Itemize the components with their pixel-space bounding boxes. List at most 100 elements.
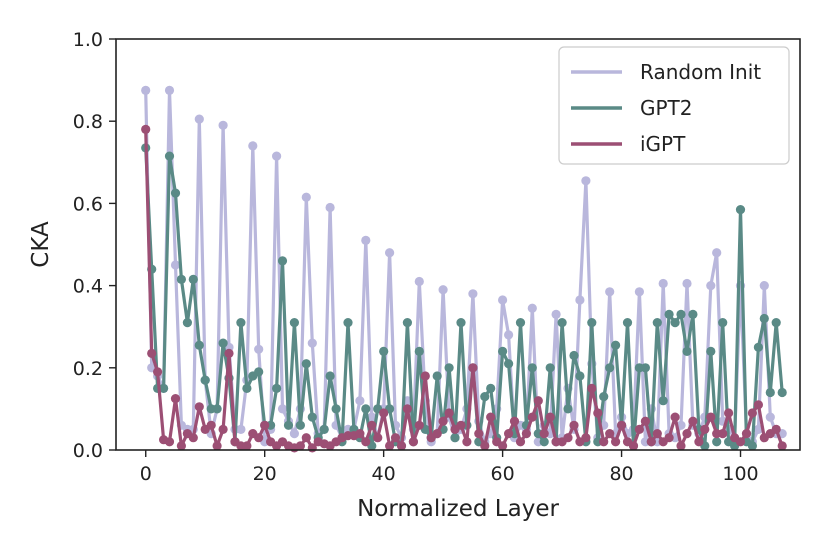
data-point bbox=[331, 404, 341, 414]
data-point bbox=[260, 420, 270, 430]
data-point bbox=[527, 303, 537, 313]
data-point bbox=[361, 437, 371, 447]
data-point bbox=[194, 340, 204, 350]
data-point bbox=[712, 248, 722, 258]
y-tick-label: 0.0 bbox=[73, 440, 103, 462]
data-point bbox=[539, 437, 549, 447]
data-point bbox=[557, 318, 567, 328]
data-point bbox=[664, 433, 674, 443]
data-point bbox=[301, 192, 311, 202]
x-tick-label: 100 bbox=[722, 463, 758, 485]
data-point bbox=[379, 408, 389, 418]
data-point bbox=[735, 437, 746, 447]
data-point bbox=[664, 309, 674, 319]
data-point bbox=[194, 402, 204, 412]
data-point bbox=[700, 424, 710, 434]
data-point bbox=[414, 420, 424, 430]
data-point bbox=[206, 420, 216, 430]
series-gpt2 bbox=[141, 143, 787, 451]
data-point bbox=[218, 338, 228, 348]
data-point bbox=[640, 363, 651, 373]
data-point bbox=[385, 441, 395, 451]
data-point bbox=[277, 404, 288, 414]
data-point bbox=[712, 437, 722, 447]
data-point bbox=[611, 437, 621, 447]
data-point bbox=[295, 420, 305, 430]
data-point bbox=[194, 114, 204, 124]
data-point bbox=[396, 441, 407, 451]
data-point bbox=[777, 441, 787, 451]
data-point bbox=[438, 285, 448, 295]
data-point bbox=[545, 412, 555, 422]
data-point bbox=[771, 424, 781, 434]
data-point bbox=[444, 408, 454, 418]
data-point bbox=[147, 348, 157, 358]
data-point bbox=[414, 276, 424, 287]
data-point bbox=[325, 371, 335, 381]
data-point bbox=[414, 346, 424, 356]
y-tick-label: 0.8 bbox=[73, 111, 103, 133]
data-point bbox=[307, 338, 317, 348]
data-point bbox=[402, 318, 412, 328]
data-point bbox=[254, 344, 264, 354]
data-point bbox=[474, 429, 484, 439]
data-point bbox=[153, 367, 163, 377]
data-point bbox=[212, 441, 222, 451]
data-point bbox=[599, 392, 609, 402]
data-point bbox=[605, 429, 615, 439]
data-point bbox=[498, 295, 508, 305]
data-point bbox=[301, 359, 311, 369]
data-point bbox=[753, 400, 764, 410]
data-point bbox=[361, 235, 371, 245]
data-point bbox=[390, 433, 401, 443]
data-point bbox=[581, 176, 591, 186]
data-point bbox=[218, 120, 228, 130]
data-point bbox=[170, 394, 181, 404]
data-point bbox=[456, 420, 466, 430]
data-point bbox=[515, 437, 526, 447]
data-point bbox=[652, 318, 662, 328]
legend: Random Init GPT2 iGPT bbox=[558, 46, 790, 165]
data-point bbox=[224, 348, 234, 358]
data-point bbox=[141, 85, 151, 95]
data-point bbox=[563, 433, 573, 443]
x-tick-label: 60 bbox=[491, 463, 515, 485]
data-point bbox=[634, 424, 645, 434]
x-axis-label: Normalized Layer bbox=[357, 496, 559, 522]
data-point bbox=[694, 437, 704, 447]
data-point bbox=[480, 441, 490, 451]
data-point bbox=[753, 342, 764, 352]
data-point bbox=[753, 424, 764, 434]
data-point bbox=[611, 340, 621, 350]
data-point bbox=[236, 424, 246, 434]
data-point bbox=[272, 151, 282, 161]
data-point bbox=[408, 437, 418, 447]
data-point bbox=[551, 309, 561, 319]
data-point bbox=[159, 383, 169, 393]
data-point bbox=[212, 404, 222, 414]
data-point bbox=[706, 346, 716, 356]
data-point bbox=[355, 429, 365, 439]
data-point bbox=[777, 387, 787, 398]
data-point bbox=[432, 429, 442, 439]
data-point bbox=[617, 420, 627, 430]
data-point bbox=[587, 318, 597, 328]
x-tick-label: 20 bbox=[253, 463, 277, 485]
data-point bbox=[361, 404, 371, 414]
x-tick-label: 0 bbox=[140, 463, 152, 485]
data-point bbox=[450, 433, 460, 443]
y-tick-label: 0.2 bbox=[73, 358, 103, 380]
axes-layer: 0 20 40 60 80 100 0.0 0.2 0.4 0.6 0.8 1.0 bbox=[73, 29, 759, 485]
data-point bbox=[242, 383, 252, 393]
data-point bbox=[289, 429, 299, 439]
data-point bbox=[141, 124, 151, 134]
y-axis-label: CKA bbox=[28, 221, 54, 268]
data-point bbox=[747, 408, 758, 418]
data-point bbox=[498, 346, 508, 356]
data-point bbox=[527, 412, 537, 422]
data-point bbox=[164, 437, 175, 447]
data-point bbox=[319, 424, 329, 434]
data-point bbox=[182, 318, 192, 328]
data-point bbox=[682, 278, 692, 289]
data-point bbox=[545, 363, 555, 373]
